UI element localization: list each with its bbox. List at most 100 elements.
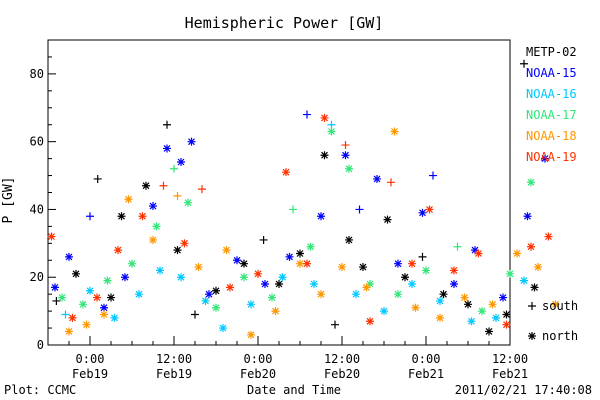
data-point-north: [79, 300, 87, 309]
legend: METP-02 NOAA-15 NOAA-16 NOAA-17 NOAA-18 NOAA-…: [526, 45, 577, 164]
data-point-north: [467, 317, 476, 326]
data-point-north: [513, 249, 521, 258]
data-point-north: [142, 181, 150, 190]
data-point-north: [527, 242, 535, 251]
x-tick-date: Feb19: [72, 367, 108, 381]
legend-entry: NOAA-19: [526, 150, 577, 164]
data-point-north: [82, 320, 91, 329]
data-point-north: [47, 232, 56, 241]
data-point-north: [254, 269, 262, 278]
data-point-north: [100, 310, 108, 319]
x-tick-time: 12:00: [156, 352, 192, 366]
data-point-north: [418, 208, 427, 217]
data-point-north: [373, 174, 381, 183]
data-point-south: [159, 181, 168, 190]
data-point-north: [474, 249, 483, 258]
data-point-north: [306, 242, 315, 251]
data-point-south: [520, 59, 528, 68]
data-point-north: [128, 259, 136, 268]
data-point-north: [201, 296, 210, 305]
data-point-north: [492, 313, 500, 322]
data-point-north: [345, 235, 353, 244]
legend-entry: NOAA-18: [526, 129, 577, 143]
x-tick-labels: 0:00Feb1912:00Feb190:00Feb2012:00Feb200:…: [72, 352, 528, 381]
data-point-south: [191, 310, 199, 319]
data-point-north: [310, 280, 318, 288]
data-point-north: [114, 246, 122, 255]
data-point-north: [103, 276, 112, 285]
data-point-north: [408, 280, 416, 288]
data-point-north: [205, 290, 213, 299]
data-point-north: [72, 269, 80, 278]
data-point-north: [422, 266, 430, 275]
data-point-north: [271, 307, 280, 316]
data-point-north: [341, 151, 350, 160]
data-point-north: [471, 246, 479, 255]
data-point-north: [240, 273, 248, 282]
x-tick-date: Feb20: [324, 367, 360, 381]
y-tick-label: 60: [30, 135, 44, 149]
data-point-north: [320, 151, 329, 160]
data-point-north: [411, 303, 420, 312]
data-point-north: [184, 198, 192, 207]
data-point-north: [345, 164, 353, 173]
data-point-north: [268, 293, 276, 302]
data-point-south: [173, 191, 182, 200]
data-point-north: [86, 286, 94, 295]
data-point-south: [259, 235, 268, 244]
data-point-north: [478, 307, 486, 316]
data-point-north: [247, 300, 255, 309]
data-point-north: [117, 212, 126, 221]
data-point-north: [194, 263, 203, 272]
plot-frame: [47, 39, 511, 346]
data-point-south: [327, 120, 336, 129]
data-point-south: [453, 242, 462, 251]
data-point-north: [296, 259, 304, 268]
data-point-north: [212, 286, 220, 295]
data-point-north: [124, 195, 133, 204]
data-point-north: [439, 290, 448, 299]
data-point-north: [544, 232, 553, 241]
x-tick-date: Feb21: [408, 367, 444, 381]
legend-entry: NOAA-16: [526, 87, 577, 101]
data-point-north: [58, 293, 66, 302]
x-tick-date: Feb20: [240, 367, 276, 381]
data-point-south: [303, 110, 311, 119]
data-point-south: [528, 302, 536, 310]
data-point-south: [93, 174, 102, 183]
data-point-north: [156, 266, 164, 275]
x-tick-time: 12:00: [324, 352, 360, 366]
data-point-south: [355, 205, 364, 214]
data-point-south: [170, 164, 178, 173]
plot-credit: Plot: CCMC: [4, 383, 76, 397]
data-point-north: [464, 300, 472, 309]
data-point-north: [502, 310, 511, 319]
data-point-north: [362, 283, 371, 292]
marker-legend: south north: [528, 299, 578, 343]
data-point-north: [366, 280, 374, 288]
legend-entry: METP-02: [526, 45, 577, 59]
data-point-north: [338, 263, 346, 272]
data-point-north: [303, 259, 311, 268]
data-point-north: [541, 154, 549, 163]
data-point-north: [212, 303, 220, 312]
data-point-south: [198, 185, 206, 194]
data-point-north: [425, 205, 434, 214]
data-point-north: [502, 320, 511, 329]
data-point-north: [107, 293, 115, 302]
data-point-north: [436, 313, 444, 322]
data-point-north: [180, 239, 189, 248]
data-point-north: [149, 202, 157, 211]
y-tick-label: 40: [30, 202, 44, 216]
data-point-north: [51, 283, 59, 292]
data-point-south: [289, 205, 297, 214]
data-point-north: [317, 212, 325, 221]
data-point-north: [219, 324, 227, 333]
data-point-north: [352, 290, 360, 299]
data-point-north: [506, 269, 514, 278]
data-point-north: [359, 263, 367, 272]
y-axis-label: P [GW]: [1, 177, 16, 224]
data-point-south: [341, 141, 350, 150]
data-point-north: [100, 303, 108, 312]
